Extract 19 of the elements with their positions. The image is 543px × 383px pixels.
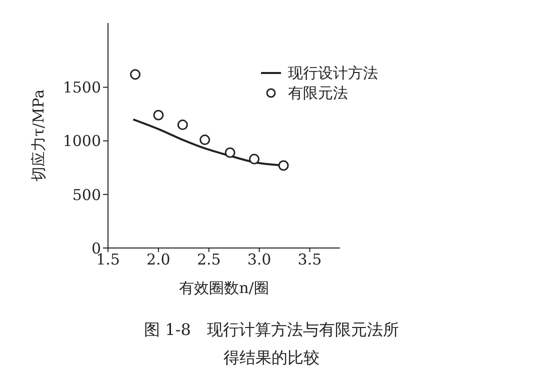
x-tick-label: 2.0 — [146, 250, 170, 269]
caption: 图 1-8 现行计算方法与有限元法所得结果的比较 — [143, 319, 400, 369]
point — [224, 147, 236, 158]
point — [130, 69, 140, 80]
point — [248, 154, 260, 164]
y-tick-label: 1000 — [62, 132, 101, 150]
point — [200, 134, 210, 146]
y-tick-label: 1500 — [62, 78, 101, 97]
point — [153, 110, 164, 120]
y-tick-label: 500 — [72, 186, 101, 204]
legend-label: 现行设计方法 — [288, 63, 378, 83]
point — [177, 120, 188, 130]
y-axis-title: 切应力τ/MPa — [29, 89, 48, 182]
x-tick-label: 3.5 — [298, 250, 322, 269]
x-tick-label: 3.0 — [247, 250, 272, 269]
point — [278, 160, 289, 171]
legend-label: 有限元法 — [288, 83, 348, 103]
x-tick-label: 2.5 — [196, 250, 221, 269]
x-axis-title: 有效圈数n/圈 — [179, 279, 269, 297]
